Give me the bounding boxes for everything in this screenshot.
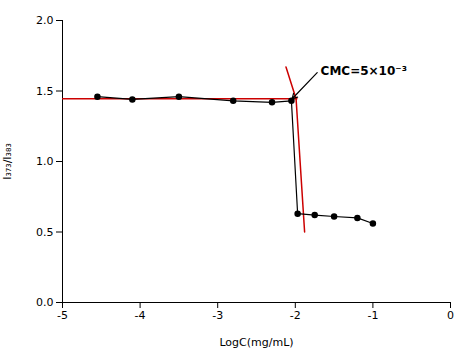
svg-text:-2: -2 bbox=[290, 309, 301, 322]
svg-text:1.0: 1.0 bbox=[36, 155, 54, 168]
svg-text:-3: -3 bbox=[212, 309, 223, 322]
svg-text:I₃₇₃/I₃₈₃: I₃₇₃/I₃₈₃ bbox=[1, 143, 14, 180]
svg-text:0.0: 0.0 bbox=[36, 296, 54, 309]
svg-text:CMC=5×10⁻³: CMC=5×10⁻³ bbox=[321, 64, 407, 78]
svg-text:LogC(mg/mL): LogC(mg/mL) bbox=[219, 336, 293, 348]
svg-text:0: 0 bbox=[447, 309, 454, 322]
svg-text:-5: -5 bbox=[57, 309, 68, 322]
svg-text:-1: -1 bbox=[367, 309, 378, 322]
svg-text:2.0: 2.0 bbox=[36, 14, 54, 27]
svg-text:0.5: 0.5 bbox=[36, 226, 54, 239]
svg-text:1.5: 1.5 bbox=[36, 85, 54, 98]
svg-text:-4: -4 bbox=[135, 309, 146, 322]
